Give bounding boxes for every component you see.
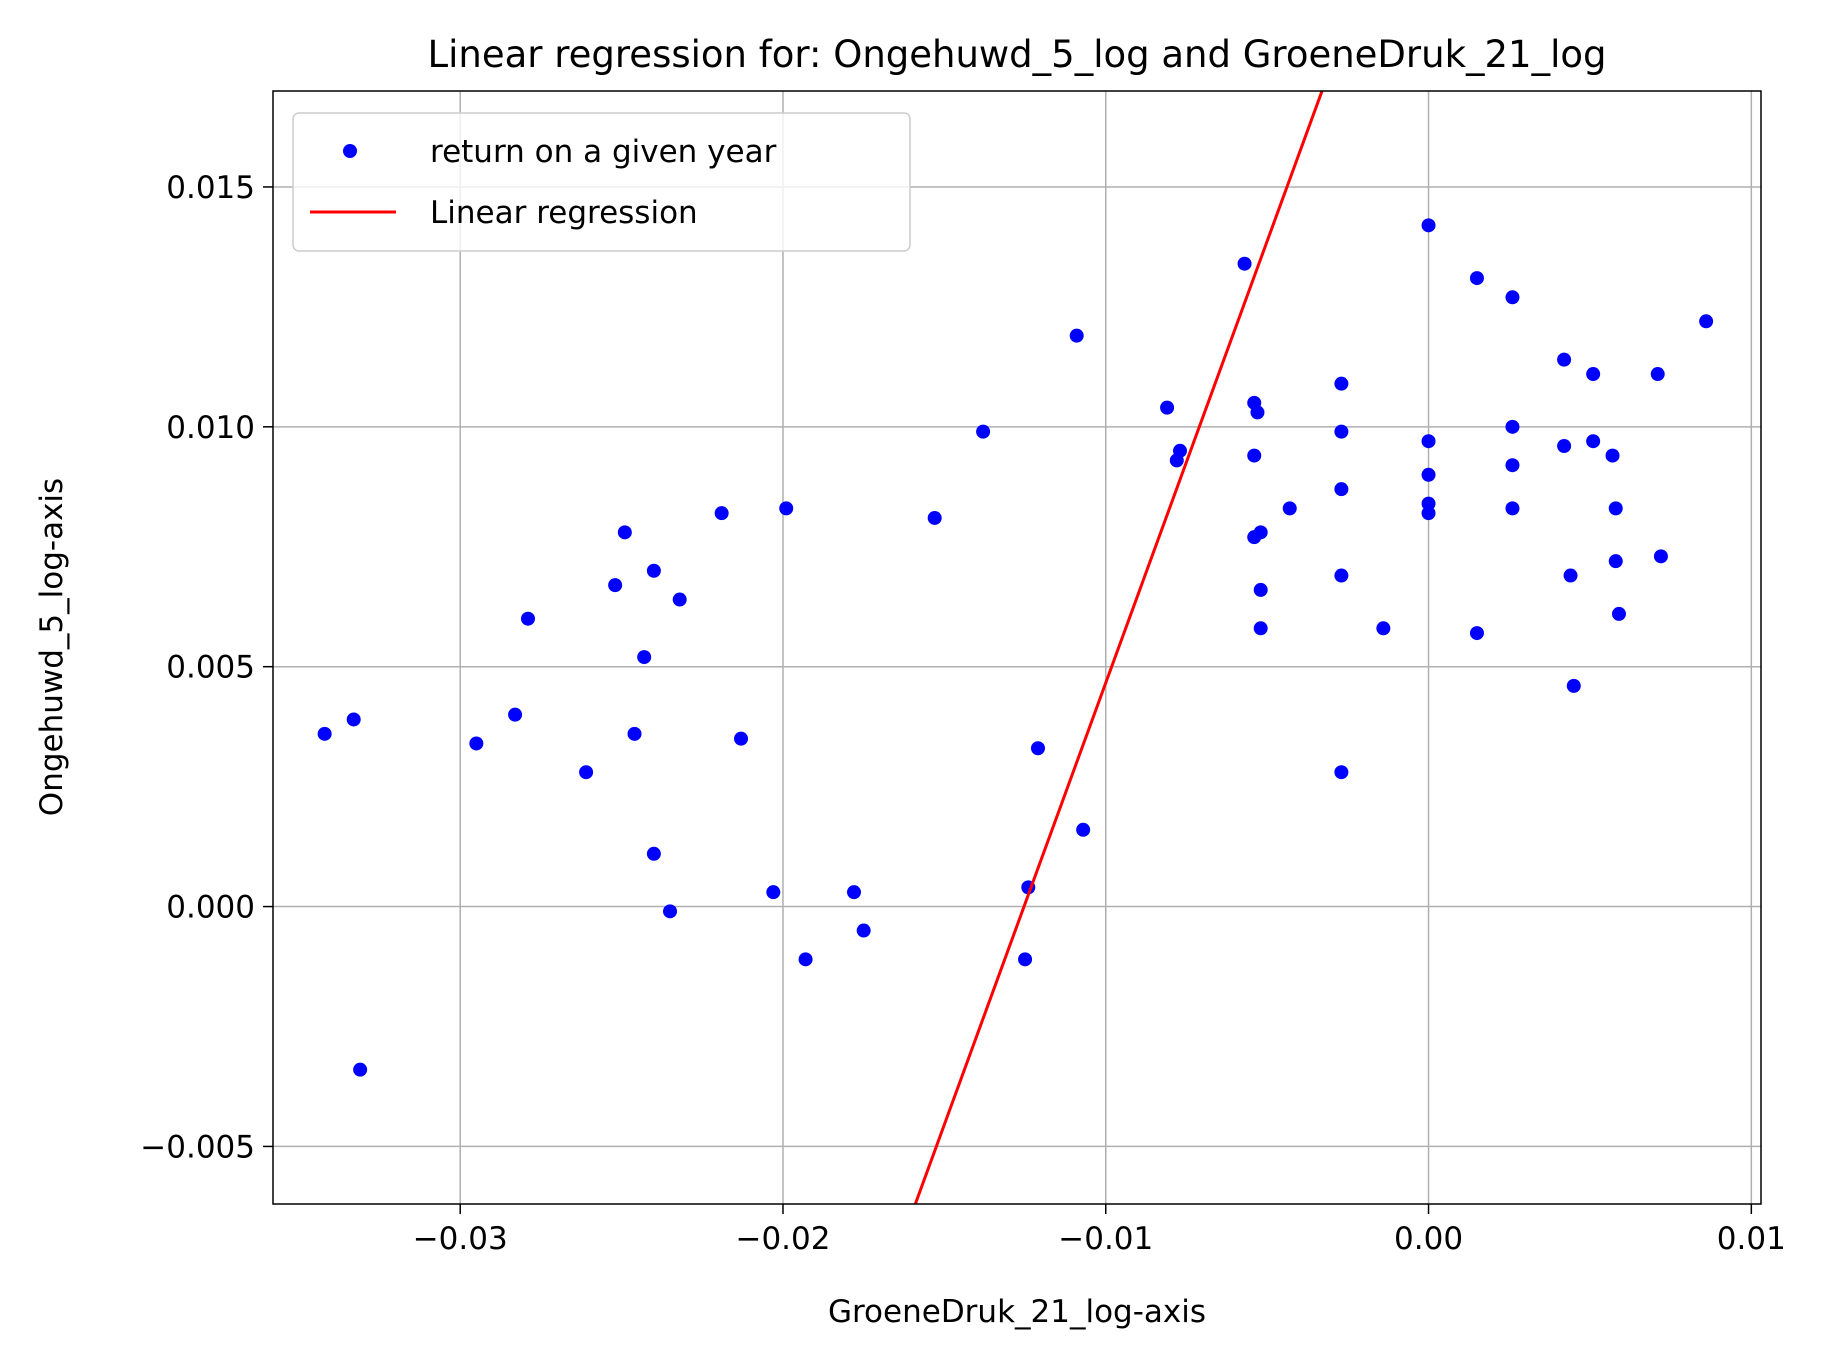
scatter-point — [637, 650, 652, 665]
scatter-point — [617, 525, 632, 540]
y-axis-ticks: −0.005 0.000 0.005 0.010 0.015 — [140, 170, 273, 1165]
scatter-point — [1421, 506, 1436, 521]
scatter-point — [663, 904, 678, 919]
x-axis-ticks: −0.03 −0.02 −0.01 0.00 0.01 — [413, 1204, 1786, 1257]
plot-frame — [272, 90, 1762, 1205]
scatter-point — [846, 885, 861, 900]
y-tick-label: −0.005 — [140, 1129, 255, 1165]
scatter-point — [1253, 525, 1268, 540]
legend-box — [292, 112, 911, 252]
scatter-point — [1334, 765, 1349, 780]
y-axis-label: Ongehuwd_5_log-axis — [34, 478, 70, 816]
plot-content — [317, 91, 1714, 1204]
scatter-point — [1611, 606, 1626, 621]
scatter-point — [1069, 328, 1084, 343]
scatter-point — [1253, 621, 1268, 636]
y-tick-label: 0.010 — [166, 410, 255, 446]
scatter-point — [1421, 496, 1436, 511]
legend: return on a given year Linear regression — [292, 112, 911, 252]
scatter-point — [672, 592, 687, 607]
scatter-point — [1608, 554, 1623, 569]
scatter-point — [1237, 256, 1252, 271]
scatter-point — [1076, 822, 1091, 837]
x-tick-label: −0.03 — [413, 1221, 508, 1257]
scatter-point — [1334, 424, 1349, 439]
scatter-point — [1421, 467, 1436, 482]
scatter-point — [317, 726, 332, 741]
scatter-point — [1608, 501, 1623, 516]
scatter-point — [353, 1062, 368, 1077]
scatter-point — [1469, 271, 1484, 286]
scatter-point — [1334, 568, 1349, 583]
scatter-point — [1282, 501, 1297, 516]
scatter-point — [1421, 218, 1436, 233]
scatter-point — [508, 707, 523, 722]
y-tick-label: 0.005 — [166, 650, 255, 686]
scatter-point — [1650, 367, 1665, 382]
scatter-point — [1421, 434, 1436, 449]
scatter-point — [976, 424, 991, 439]
scatter-point — [1250, 405, 1265, 420]
scatter-point — [1253, 582, 1268, 597]
scatter-point — [798, 952, 813, 967]
scatter-point — [1505, 458, 1520, 473]
scatter-point — [1376, 621, 1391, 636]
scatter-point — [1030, 741, 1045, 756]
scatter-point — [1505, 290, 1520, 305]
scatter-point — [1173, 443, 1188, 458]
scatter-point — [1247, 448, 1262, 463]
x-tick-label: −0.02 — [735, 1221, 830, 1257]
scatter-point — [1586, 434, 1601, 449]
scatter-point — [1505, 501, 1520, 516]
legend-label-regression: Linear regression — [430, 195, 698, 231]
scatter-point — [1469, 626, 1484, 641]
scatter-point — [1586, 367, 1601, 382]
scatter-point — [469, 736, 484, 751]
x-tick-label: 0.01 — [1717, 1221, 1786, 1257]
scatter-point — [927, 510, 942, 525]
scatter-point — [1334, 376, 1349, 391]
scatter-point — [520, 611, 535, 626]
scatter-point — [346, 712, 361, 727]
scatter-point — [1334, 482, 1349, 497]
scatter-point — [646, 846, 661, 861]
scatter-point — [1605, 448, 1620, 463]
scatter-point — [627, 726, 642, 741]
scatter-point — [1699, 314, 1714, 329]
legend-marker-scatter — [343, 144, 357, 158]
x-tick-label: −0.01 — [1058, 1221, 1153, 1257]
chart-title: Linear regression for: Ongehuwd_5_log an… — [428, 33, 1607, 76]
scatter-point — [1563, 568, 1578, 583]
regression-line — [913, 91, 1324, 1204]
scatter-point — [714, 506, 729, 521]
scatter-point — [766, 885, 781, 900]
scatter-point — [1653, 549, 1668, 564]
scatter-point — [579, 765, 594, 780]
scatter-point — [646, 563, 661, 578]
scatter-point — [1557, 352, 1572, 367]
x-axis-label: GroeneDruk_21_log-axis — [828, 1294, 1206, 1330]
scatter-point — [1557, 439, 1572, 454]
y-tick-label: 0.000 — [166, 890, 255, 926]
y-tick-label: 0.015 — [166, 170, 255, 206]
x-tick-label: 0.00 — [1394, 1221, 1463, 1257]
scatter-point — [1566, 678, 1581, 693]
scatter-point — [856, 923, 871, 938]
scatter-point — [1505, 419, 1520, 434]
scatter-point — [1160, 400, 1175, 415]
scatter-point — [779, 501, 794, 516]
legend-label-scatter: return on a given year — [430, 134, 777, 170]
scatter-point — [608, 578, 623, 593]
scatter-point — [734, 731, 749, 746]
scatter-point — [1018, 952, 1033, 967]
